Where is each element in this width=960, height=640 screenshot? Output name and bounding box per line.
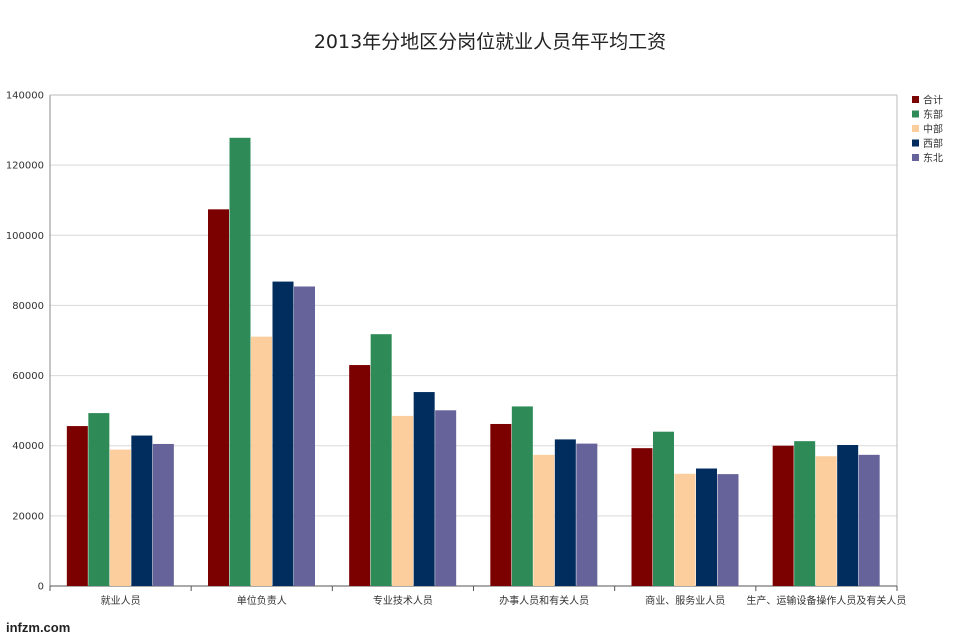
bar <box>152 443 174 586</box>
bar <box>109 449 131 586</box>
bar <box>815 456 837 586</box>
bar <box>696 468 717 586</box>
x-category-label: 办事人员和有关人员 <box>499 594 589 607</box>
y-tick-label: 60000 <box>12 371 44 382</box>
axes: 0 20000 40000 60000 80000 100000 120000 140000 <box>6 91 898 593</box>
bar <box>131 435 153 586</box>
bar <box>392 415 414 586</box>
bar <box>88 413 110 586</box>
y-tick-label: 80000 <box>12 301 44 312</box>
bar <box>413 392 435 586</box>
bar <box>435 410 457 586</box>
bar <box>511 406 533 586</box>
legend-swatch <box>912 154 919 161</box>
chart-title: 2013年分地区分岗位就业人员年平均工资 <box>314 31 666 53</box>
category-labels: 就业人员 单位负责人 专业技术人员 办事人员和有关人员 商业、服务业人员 生产、运输设备操… <box>101 594 907 607</box>
legend-label: 西部 <box>923 137 943 150</box>
bar <box>837 445 859 586</box>
y-tick-label: 120000 <box>6 161 44 172</box>
legend-label: 中部 <box>923 123 943 136</box>
bars <box>66 137 880 586</box>
x-category-label: 就业人员 <box>101 594 141 607</box>
grid-lines <box>50 94 897 517</box>
bar <box>370 334 392 586</box>
y-tick-label: 40000 <box>12 441 44 452</box>
legend-swatch <box>912 96 919 103</box>
legend-swatch <box>912 139 919 147</box>
bar <box>294 286 315 586</box>
bar <box>772 445 794 586</box>
bar <box>349 365 371 586</box>
watermark-logo: infzm.com <box>6 620 71 635</box>
bar <box>272 281 294 586</box>
bar <box>631 448 653 586</box>
bar <box>653 431 674 586</box>
legend-label: 东部 <box>923 108 943 121</box>
bar <box>66 426 88 586</box>
y-tick-label: 100000 <box>6 231 44 242</box>
y-tick-label: 20000 <box>12 511 44 522</box>
legend-swatch <box>912 110 919 118</box>
x-category-label: 生产、运输设备操作人员及有关人员 <box>746 594 906 607</box>
y-tick-label: 0 <box>38 582 44 593</box>
x-category-label: 商业、服务业人员 <box>645 594 725 607</box>
bar <box>554 439 576 586</box>
x-category-label: 单位负责人 <box>237 594 287 607</box>
x-category-label: 专业技术人员 <box>373 594 433 607</box>
legend-label: 东北 <box>923 152 943 165</box>
bar <box>251 336 272 586</box>
y-tick-label: 140000 <box>6 91 44 102</box>
bar <box>533 454 555 586</box>
bar <box>674 473 696 586</box>
bar <box>208 209 229 586</box>
bar <box>858 454 880 586</box>
legend-label: 合计 <box>923 94 943 107</box>
legend-swatch <box>912 125 919 132</box>
bar <box>717 474 739 586</box>
bar <box>794 441 816 586</box>
bar <box>490 423 512 586</box>
bar <box>229 137 251 586</box>
bar <box>576 443 598 586</box>
